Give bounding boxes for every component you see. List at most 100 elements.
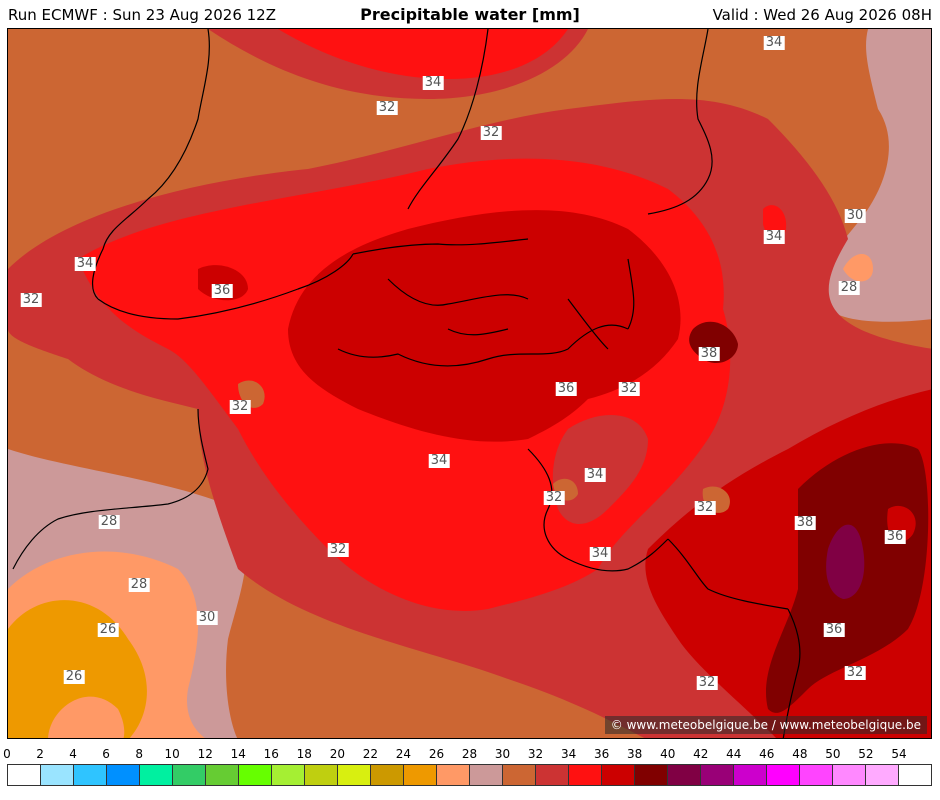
contour-label: 36 [823,622,845,637]
field-36-38-main [288,210,681,442]
scale-tick-label: 36 [594,747,610,761]
scale-swatch [602,765,635,785]
scale-swatch [338,765,371,785]
scale-swatch [503,765,536,785]
run-info: Run ECMWF : Sun 23 Aug 2026 12Z [8,6,276,24]
contour-label: 34 [74,256,96,271]
scale-tick-label: 40 [660,747,676,761]
scale-swatch [800,765,833,785]
scale-tick-label: 34 [560,747,577,761]
scale-swatch [404,765,437,785]
scale-tick-label: 48 [792,747,808,761]
scale-swatch [239,765,272,785]
scale-ticks: 0 2 4 6 8 10 12 14 16 18 20 22 24 26 28 30 32 34 36 38 40 42 4… [0,747,940,763]
contour-label: 36 [884,529,906,544]
scale-tick-label: 46 [759,747,775,761]
scale-tick-label: 22 [362,747,379,761]
scale-tick-label: 52 [858,747,874,761]
scale-swatch [140,765,173,785]
scale-tick-label: 0 [3,747,11,761]
field-28-30-ne [821,29,931,322]
scale-swatch [371,765,404,785]
contour-label: 26 [97,622,119,637]
valid-time: Valid : Wed 26 Aug 2026 08H [712,6,932,24]
scale-tick-label: 26 [428,747,445,761]
contour-label: 34 [428,453,450,468]
contour-label: 34 [422,75,444,90]
scale-tick-label: 12 [197,747,213,761]
contour-label: 32 [327,542,349,557]
scale-swatch [107,765,140,785]
scale-swatch [8,765,41,785]
scale-tick-label: 50 [825,747,841,761]
scale-tick-label: 2 [36,747,44,761]
scale-swatch [866,765,899,785]
contour-label: 34 [763,229,785,244]
scale-tick-label: 44 [726,747,742,761]
scale-swatch [734,765,767,785]
scale-tick-label: 4 [69,747,77,761]
contour-label: 38 [794,515,816,530]
borders [12,29,801,738]
contour-label: 26 [63,669,85,684]
scale-tick-label: 6 [102,747,110,761]
scale-tick-label: 8 [135,747,143,761]
contour-label: 30 [196,610,218,625]
field-40-42-se [826,524,865,599]
scale-tick-label: 38 [627,747,643,761]
scale-swatch [767,765,800,785]
scale-tick-label: 10 [164,747,180,761]
contour-label: 28 [128,577,150,592]
contour-label: 34 [584,467,606,482]
scale-swatch [206,765,239,785]
contour-label: 28 [838,280,860,295]
scale-swatch [173,765,206,785]
map-canvas [8,29,931,738]
precipitable-water-map[interactable]: 34 32 32 34 32 34 36 32 36 32 38 34 32 3… [7,28,932,739]
contour-label: 36 [555,381,577,396]
contour-label: 32 [543,490,565,505]
color-scale [7,764,932,786]
scale-tick-label: 42 [693,747,709,761]
scale-swatch [272,765,305,785]
contour-label: 32 [694,500,716,515]
scale-tick-label: 14 [230,747,246,761]
contour-label: 32 [229,399,251,414]
contour-label: 30 [844,208,866,223]
contour-label: 34 [763,35,785,50]
contour-label: 32 [20,292,42,307]
scale-swatch [74,765,107,785]
scale-tick-label: 32 [527,747,544,761]
field-36-38-west [198,265,248,301]
contour-label: 32 [376,100,398,115]
field-26-28-ne [843,254,873,282]
contour-label: 34 [589,546,611,561]
scale-swatch [536,765,569,785]
scale-swatch [635,765,668,785]
scale-swatch [701,765,734,785]
contour-label: 38 [698,346,720,361]
contour-label: 28 [98,514,120,529]
contour-label: 36 [211,283,233,298]
contour-label: 32 [696,675,718,690]
scale-tick-label: 18 [296,747,312,761]
scale-swatch [41,765,74,785]
field-26-28-inner [48,696,125,738]
scale-swatch [305,765,338,785]
contour-label: 32 [618,381,640,396]
scale-tick-label: 16 [263,747,279,761]
scale-swatch [569,765,602,785]
contour-label: 32 [844,665,866,680]
scale-tick-label: 20 [329,747,345,761]
copyright-notice[interactable]: © www.meteobelgique.be / www.meteobelgiq… [604,716,927,734]
scale-tick-label: 24 [395,747,412,761]
scale-tick-label: 54 [891,747,907,761]
scale-swatch [470,765,503,785]
field-34-36-north [278,29,568,79]
scale-tick-label: 30 [494,747,511,761]
field-34-36-east [763,205,787,239]
scale-swatch [833,765,866,785]
map-title: Precipitable water [mm] [360,5,580,24]
scale-swatch [899,765,931,785]
scale-swatch [668,765,701,785]
